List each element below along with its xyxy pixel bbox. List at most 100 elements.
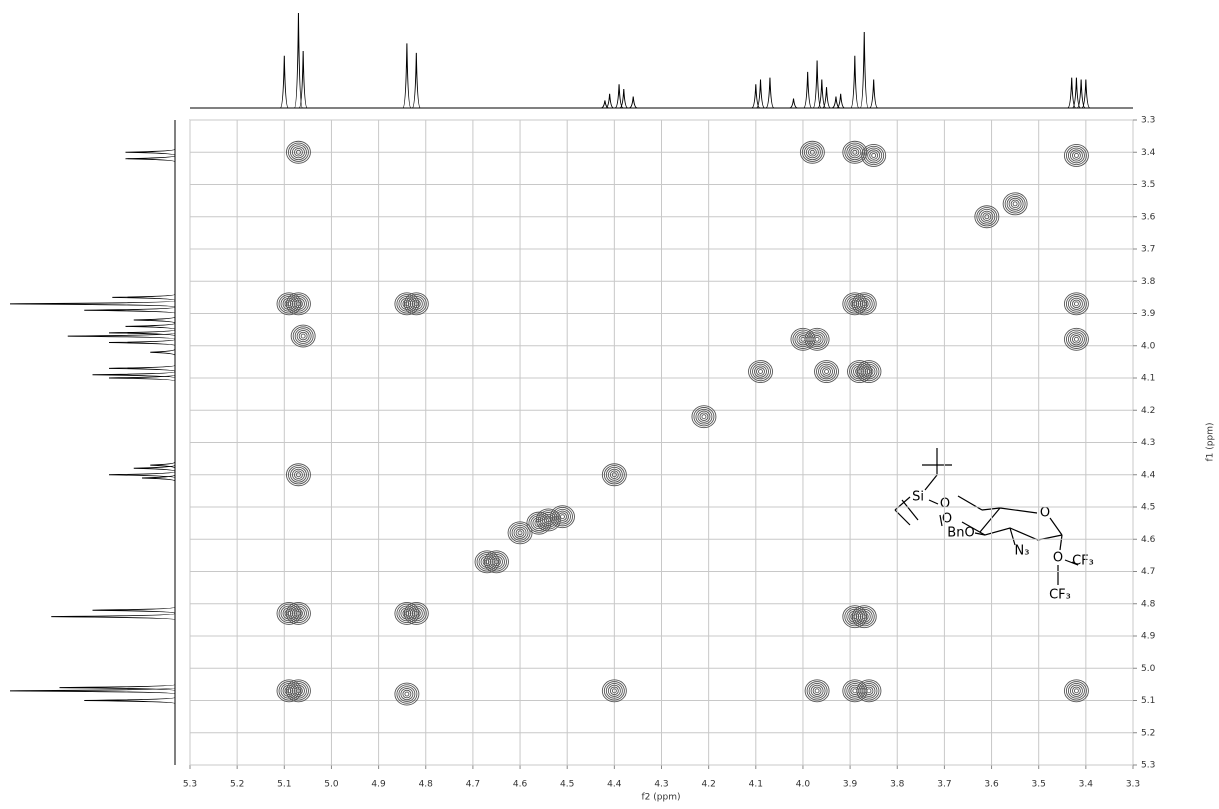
y-tick-label: 3.9 [1141, 309, 1156, 319]
top-peak [859, 31, 869, 109]
contour-ring [413, 301, 419, 307]
contour-ring [550, 505, 575, 529]
cross-peak [1063, 292, 1089, 316]
contour-ring [278, 681, 300, 701]
contour-ring [756, 367, 765, 376]
contour-ring [490, 555, 503, 568]
contour-ring [860, 363, 878, 380]
top-peak [605, 93, 614, 109]
contour-ring [396, 684, 418, 704]
contour-ring [287, 465, 309, 485]
y-tick-label: 4.2 [1141, 406, 1155, 416]
top-peak [822, 87, 831, 109]
y-tick-label: 3.8 [1141, 277, 1156, 287]
contour-ring [287, 142, 309, 162]
y-tick-label: 5.1 [1141, 696, 1155, 706]
cross-peak [285, 601, 311, 625]
contour-ring [1073, 688, 1079, 694]
contour-ring [1067, 331, 1085, 348]
y-tick-label: 3.3 [1141, 116, 1155, 126]
contour-ring [291, 607, 305, 620]
contour-ring [804, 679, 830, 703]
contour-ring [844, 607, 866, 627]
left-peak [92, 606, 176, 614]
contour-ring [405, 603, 427, 624]
left-peak [125, 322, 176, 330]
contour-ring [852, 149, 858, 155]
cross-peak [1063, 144, 1089, 167]
contour-ring [607, 468, 621, 481]
contour-ring [394, 682, 420, 706]
contour-ring [822, 367, 831, 376]
contour-ring [526, 511, 552, 535]
contour-ring [1063, 679, 1089, 703]
contour-ring [978, 208, 996, 225]
cross-peak [691, 405, 717, 429]
left-peak [67, 332, 176, 340]
contour-ring [814, 336, 820, 342]
contour-ring [803, 144, 821, 161]
contour-ring [863, 145, 885, 166]
contour-ring [857, 297, 871, 310]
contour-ring [476, 552, 498, 572]
top-peak [756, 79, 765, 109]
contour-ring [1067, 682, 1085, 699]
contour-ring [858, 681, 880, 701]
contour-ring [556, 510, 569, 523]
x-axis-label: f2 (ppm) [642, 793, 681, 803]
contour-ring [601, 463, 627, 487]
contour-ring [824, 369, 829, 374]
contour-ring [857, 610, 871, 623]
x-tick-label: 4.2 [701, 780, 715, 790]
contour-ring [394, 601, 420, 625]
contour-ring [842, 292, 868, 316]
contour-ring [748, 360, 773, 383]
contour-ring [511, 524, 529, 541]
contour-ring [1006, 196, 1024, 212]
x-tick-label: 3.8 [890, 780, 905, 790]
structure-label: CF₃ [1049, 588, 1071, 603]
x-tick-label: 4.4 [607, 780, 622, 790]
y-tick-label: 4.4 [1141, 470, 1156, 480]
left-peak [92, 371, 176, 379]
cross-peak [601, 463, 627, 487]
contour-ring [816, 361, 837, 382]
left-peak [141, 474, 176, 482]
contour-ring [293, 299, 303, 309]
top-peak [1081, 79, 1091, 109]
contour-ring [411, 609, 421, 618]
contour-ring [484, 550, 509, 574]
contour-ring [293, 147, 303, 157]
structure-label: BnO [947, 526, 974, 541]
contour-ring [411, 299, 421, 309]
contour-ring [856, 360, 882, 383]
contour-ring [282, 297, 296, 310]
contour-ring [814, 688, 820, 694]
top-peak [869, 79, 878, 109]
contour-ring [295, 301, 301, 307]
contour-ring [552, 507, 573, 527]
contour-ring [298, 331, 308, 341]
y-tick-label: 4.7 [1141, 567, 1155, 577]
contour-ring [276, 601, 302, 625]
y-tick-label: 4.6 [1141, 535, 1156, 545]
x-tick-label: 4.5 [560, 780, 574, 790]
contour-ring [528, 513, 550, 533]
contour-ring [799, 140, 825, 164]
cross-peak [856, 360, 882, 383]
contour-ring [1065, 329, 1087, 349]
contour-ring [290, 324, 316, 348]
contour-ring [853, 365, 866, 378]
left-peak [150, 348, 176, 356]
contour-ring [808, 682, 826, 699]
left-peak [125, 155, 176, 163]
cross-peak [1063, 327, 1089, 351]
contour-ring [865, 147, 883, 164]
contour-ring [396, 603, 418, 624]
contour-ring [1010, 199, 1020, 209]
cross-peak [394, 682, 420, 706]
y-tick-label: 5.0 [1141, 664, 1156, 674]
contour-ring [404, 691, 410, 697]
contour-ring [285, 292, 311, 316]
contour-ring [403, 292, 429, 316]
